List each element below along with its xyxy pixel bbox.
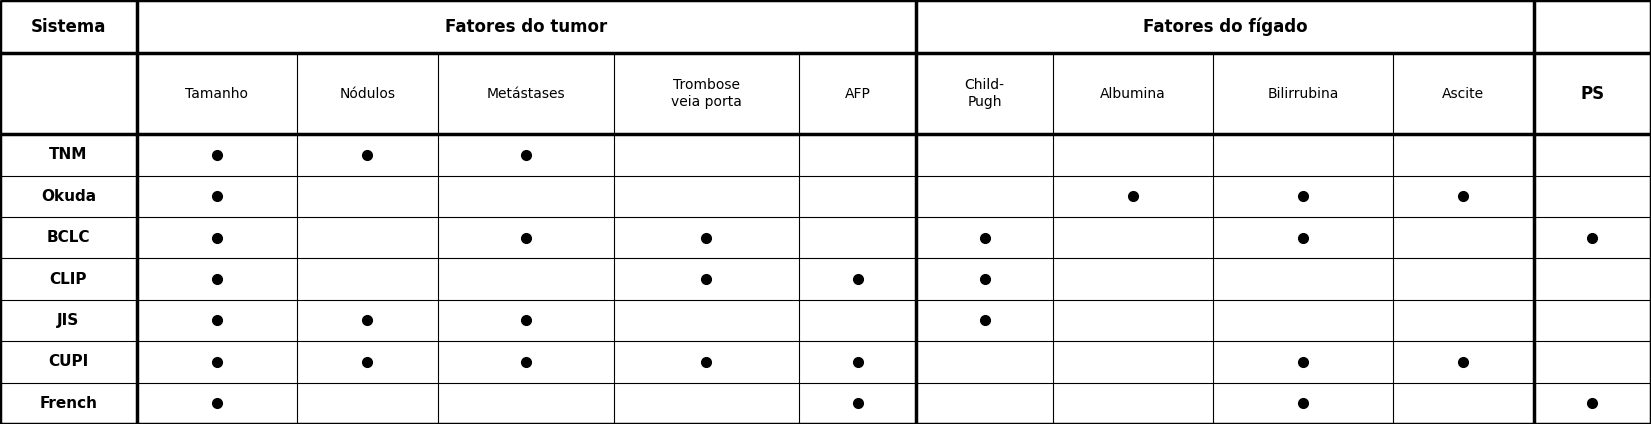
Text: Fatores do tumor: Fatores do tumor (446, 18, 608, 36)
Text: Ascite: Ascite (1443, 86, 1484, 100)
Text: BCLC: BCLC (46, 230, 91, 245)
Text: Fatores do fígado: Fatores do fígado (1142, 17, 1308, 36)
Text: JIS: JIS (58, 313, 79, 328)
Text: Nódulos: Nódulos (340, 86, 395, 100)
Text: Albumina: Albumina (1100, 86, 1166, 100)
Text: Sistema: Sistema (31, 18, 106, 36)
Text: PS: PS (1580, 85, 1605, 103)
Text: Trombose
veia porta: Trombose veia porta (670, 78, 741, 109)
Text: Bilirrubina: Bilirrubina (1268, 86, 1339, 100)
Text: CUPI: CUPI (48, 354, 89, 369)
Text: Metástases: Metástases (487, 86, 565, 100)
Text: Tamanho: Tamanho (185, 86, 248, 100)
Text: French: French (40, 396, 97, 411)
Text: Okuda: Okuda (41, 189, 96, 204)
Text: TNM: TNM (50, 147, 88, 162)
Text: AFP: AFP (845, 86, 870, 100)
Text: Child-
Pugh: Child- Pugh (964, 78, 1005, 109)
Text: CLIP: CLIP (50, 271, 88, 287)
